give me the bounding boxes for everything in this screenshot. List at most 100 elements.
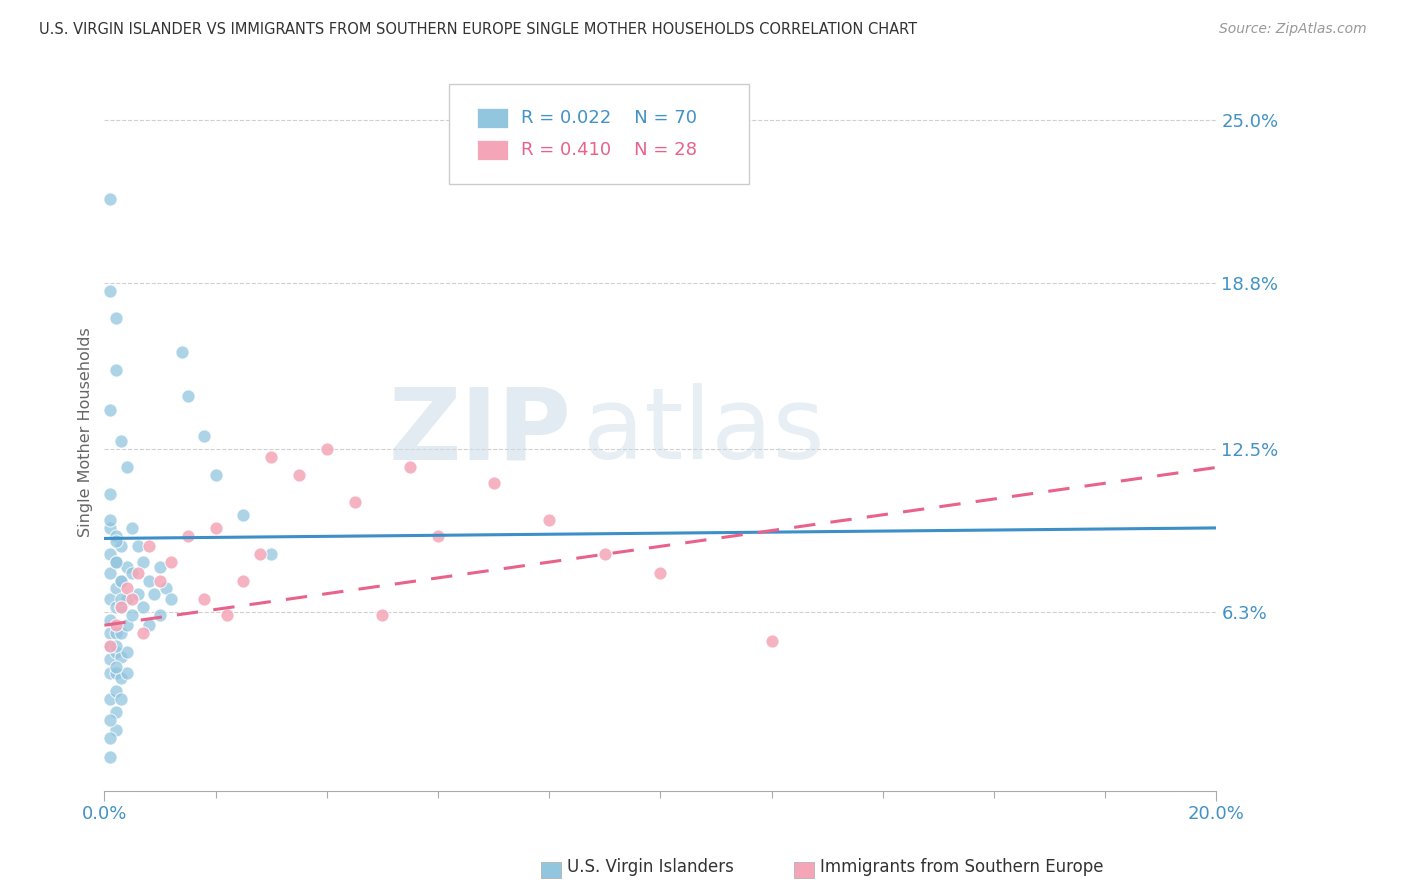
Point [110,599,132,614]
Point [172,344,194,359]
Point [482,476,505,491]
Point [127,566,149,580]
Point [98,591,121,606]
Text: R = 0.410    N = 28: R = 0.410 N = 28 [522,141,697,159]
Point [98,613,121,627]
Point [132,626,155,640]
Point [371,607,394,622]
Point [315,442,337,456]
Point [761,634,783,648]
Point [215,607,238,622]
Point [104,723,127,738]
Point [593,547,616,561]
Point [110,691,132,706]
Point [110,434,132,449]
Point [288,468,311,483]
Point [232,508,254,522]
Point [650,566,672,580]
Point [427,529,450,543]
Point [110,539,132,553]
Point [149,560,172,574]
Point [121,566,143,580]
Point [115,582,138,596]
Point [110,574,132,588]
Point [104,684,127,698]
Point [149,574,172,588]
Point [98,513,121,527]
Point [399,460,422,475]
Point [110,649,132,664]
Point [98,626,121,640]
Point [104,599,127,614]
Point [110,574,132,588]
Point [98,402,121,417]
Point [110,599,132,614]
Point [149,607,172,622]
Point [204,468,226,483]
Text: R = 0.022    N = 70: R = 0.022 N = 70 [522,109,697,128]
FancyBboxPatch shape [477,108,508,128]
Point [98,652,121,666]
Point [104,665,127,680]
Point [98,192,121,206]
Point [143,587,166,601]
Point [104,640,127,654]
FancyBboxPatch shape [477,140,508,160]
Point [260,547,283,561]
Text: Immigrants from Southern Europe: Immigrants from Southern Europe [820,858,1104,876]
Point [115,644,138,658]
Text: U.S. Virgin Islanders: U.S. Virgin Islanders [567,858,734,876]
Text: U.S. VIRGIN ISLANDER VS IMMIGRANTS FROM SOUTHERN EUROPE SINGLE MOTHER HOUSEHOLDS: U.S. VIRGIN ISLANDER VS IMMIGRANTS FROM … [39,22,918,37]
Point [104,618,127,632]
Point [115,665,138,680]
Point [193,591,215,606]
Point [115,560,138,574]
Point [177,389,200,403]
Point [104,582,127,596]
Point [121,591,143,606]
Point [98,691,121,706]
Point [138,574,160,588]
Point [98,640,121,654]
Point [104,534,127,549]
Point [110,591,132,606]
Point [104,555,127,569]
Point [98,665,121,680]
Point [98,640,121,654]
Point [193,429,215,443]
Point [104,363,127,377]
Point [232,574,254,588]
Point [110,626,132,640]
Point [104,555,127,569]
Point [132,599,155,614]
FancyBboxPatch shape [449,84,749,185]
Point [98,547,121,561]
Point [104,529,127,543]
Point [98,566,121,580]
Point [204,521,226,535]
Point [104,310,127,325]
Point [98,749,121,764]
Point [110,671,132,685]
Point [177,529,200,543]
Point [249,547,271,561]
Text: Source: ZipAtlas.com: Source: ZipAtlas.com [1219,22,1367,37]
Point [121,521,143,535]
Text: atlas: atlas [582,384,824,481]
Point [98,487,121,501]
Point [104,660,127,674]
Point [538,513,561,527]
Point [160,555,183,569]
Point [104,644,127,658]
Point [115,618,138,632]
Point [98,285,121,299]
Point [138,618,160,632]
Point [343,494,366,508]
Point [104,705,127,719]
Point [98,731,121,746]
Point [104,626,127,640]
Point [98,713,121,727]
Point [121,607,143,622]
Point [115,460,138,475]
Point [127,539,149,553]
